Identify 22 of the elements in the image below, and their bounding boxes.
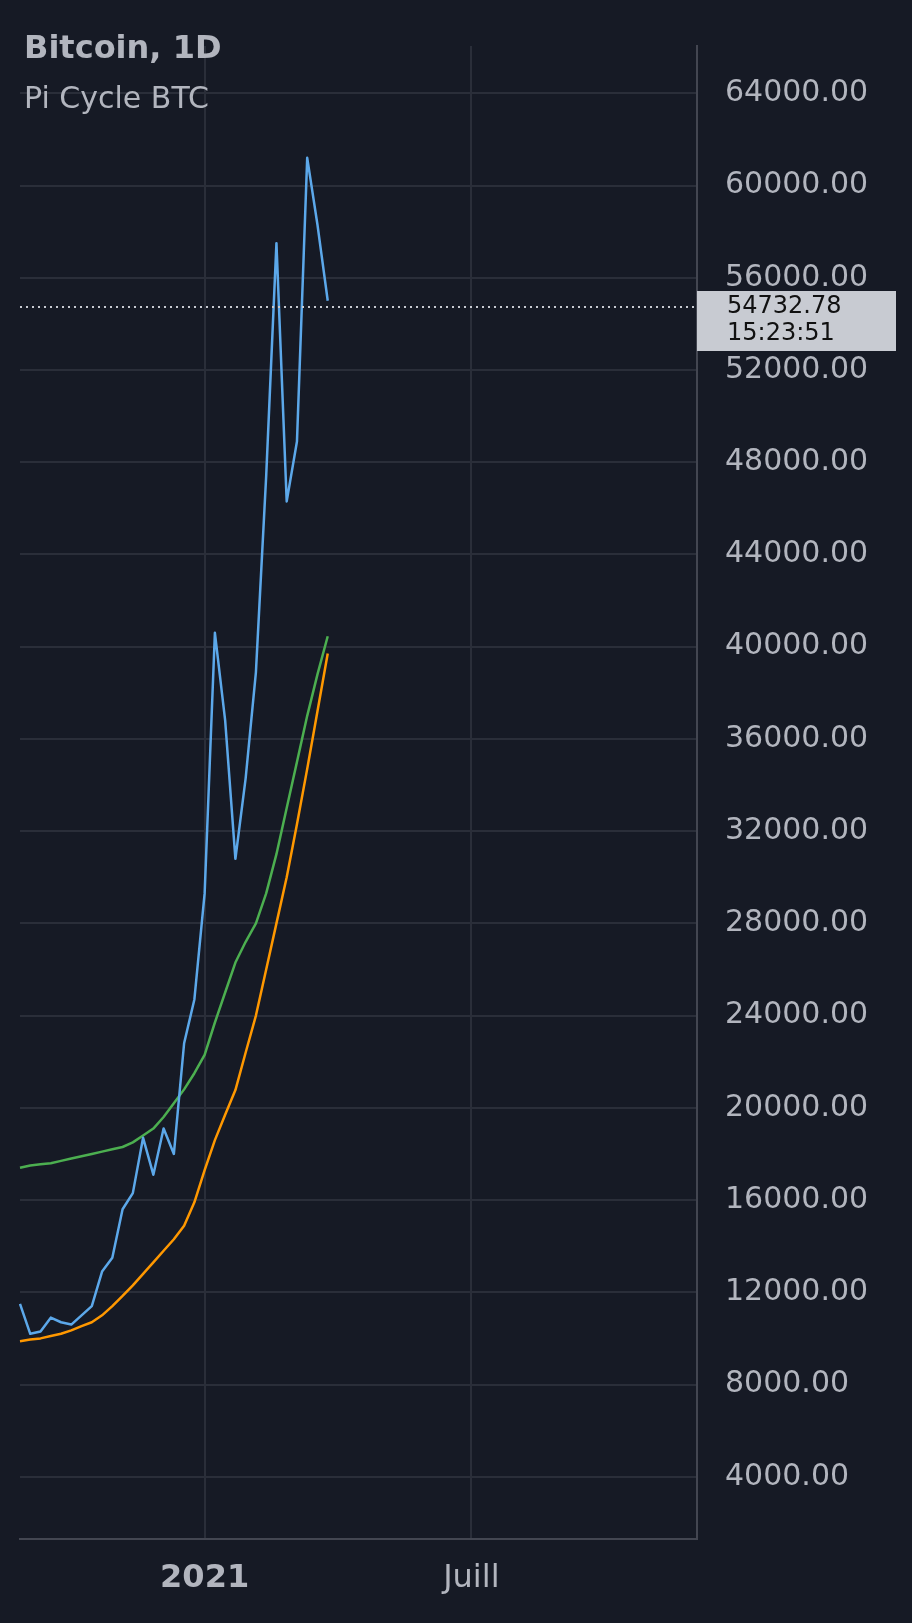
ref-line-label: 54732.78 [727, 291, 842, 320]
chart-title: Bitcoin, 1D [24, 28, 222, 66]
y-tick-label: 44000.00 [725, 534, 869, 570]
y-tick-label: 24000.00 [725, 995, 869, 1031]
y-tick-label: 48000.00 [725, 441, 869, 477]
y-tick-label: 36000.00 [725, 718, 869, 754]
y-tick-label: 40000.00 [725, 626, 869, 662]
y-tick-label: 4000.00 [725, 1456, 850, 1492]
x-tick-label: Juill [441, 1556, 500, 1595]
y-tick-label: 8000.00 [725, 1364, 850, 1400]
y-tick-label: 32000.00 [725, 810, 869, 846]
y-tick-label: 16000.00 [725, 1179, 869, 1215]
y-tick-label: 60000.00 [725, 165, 869, 201]
text: 15:23:51 [727, 318, 835, 347]
y-tick-label: 52000.00 [725, 349, 869, 385]
y-tick-label: 64000.00 [725, 73, 869, 109]
y-tick-label: 12000.00 [725, 1272, 869, 1308]
y-tick-label: 20000.00 [725, 1087, 869, 1123]
text: Pi Cycle BTC [24, 80, 209, 115]
y-tick-label: 28000.00 [725, 903, 869, 939]
y-tick-label: 56000.00 [725, 257, 869, 293]
x-tick-label: 2021 [160, 1556, 250, 1595]
